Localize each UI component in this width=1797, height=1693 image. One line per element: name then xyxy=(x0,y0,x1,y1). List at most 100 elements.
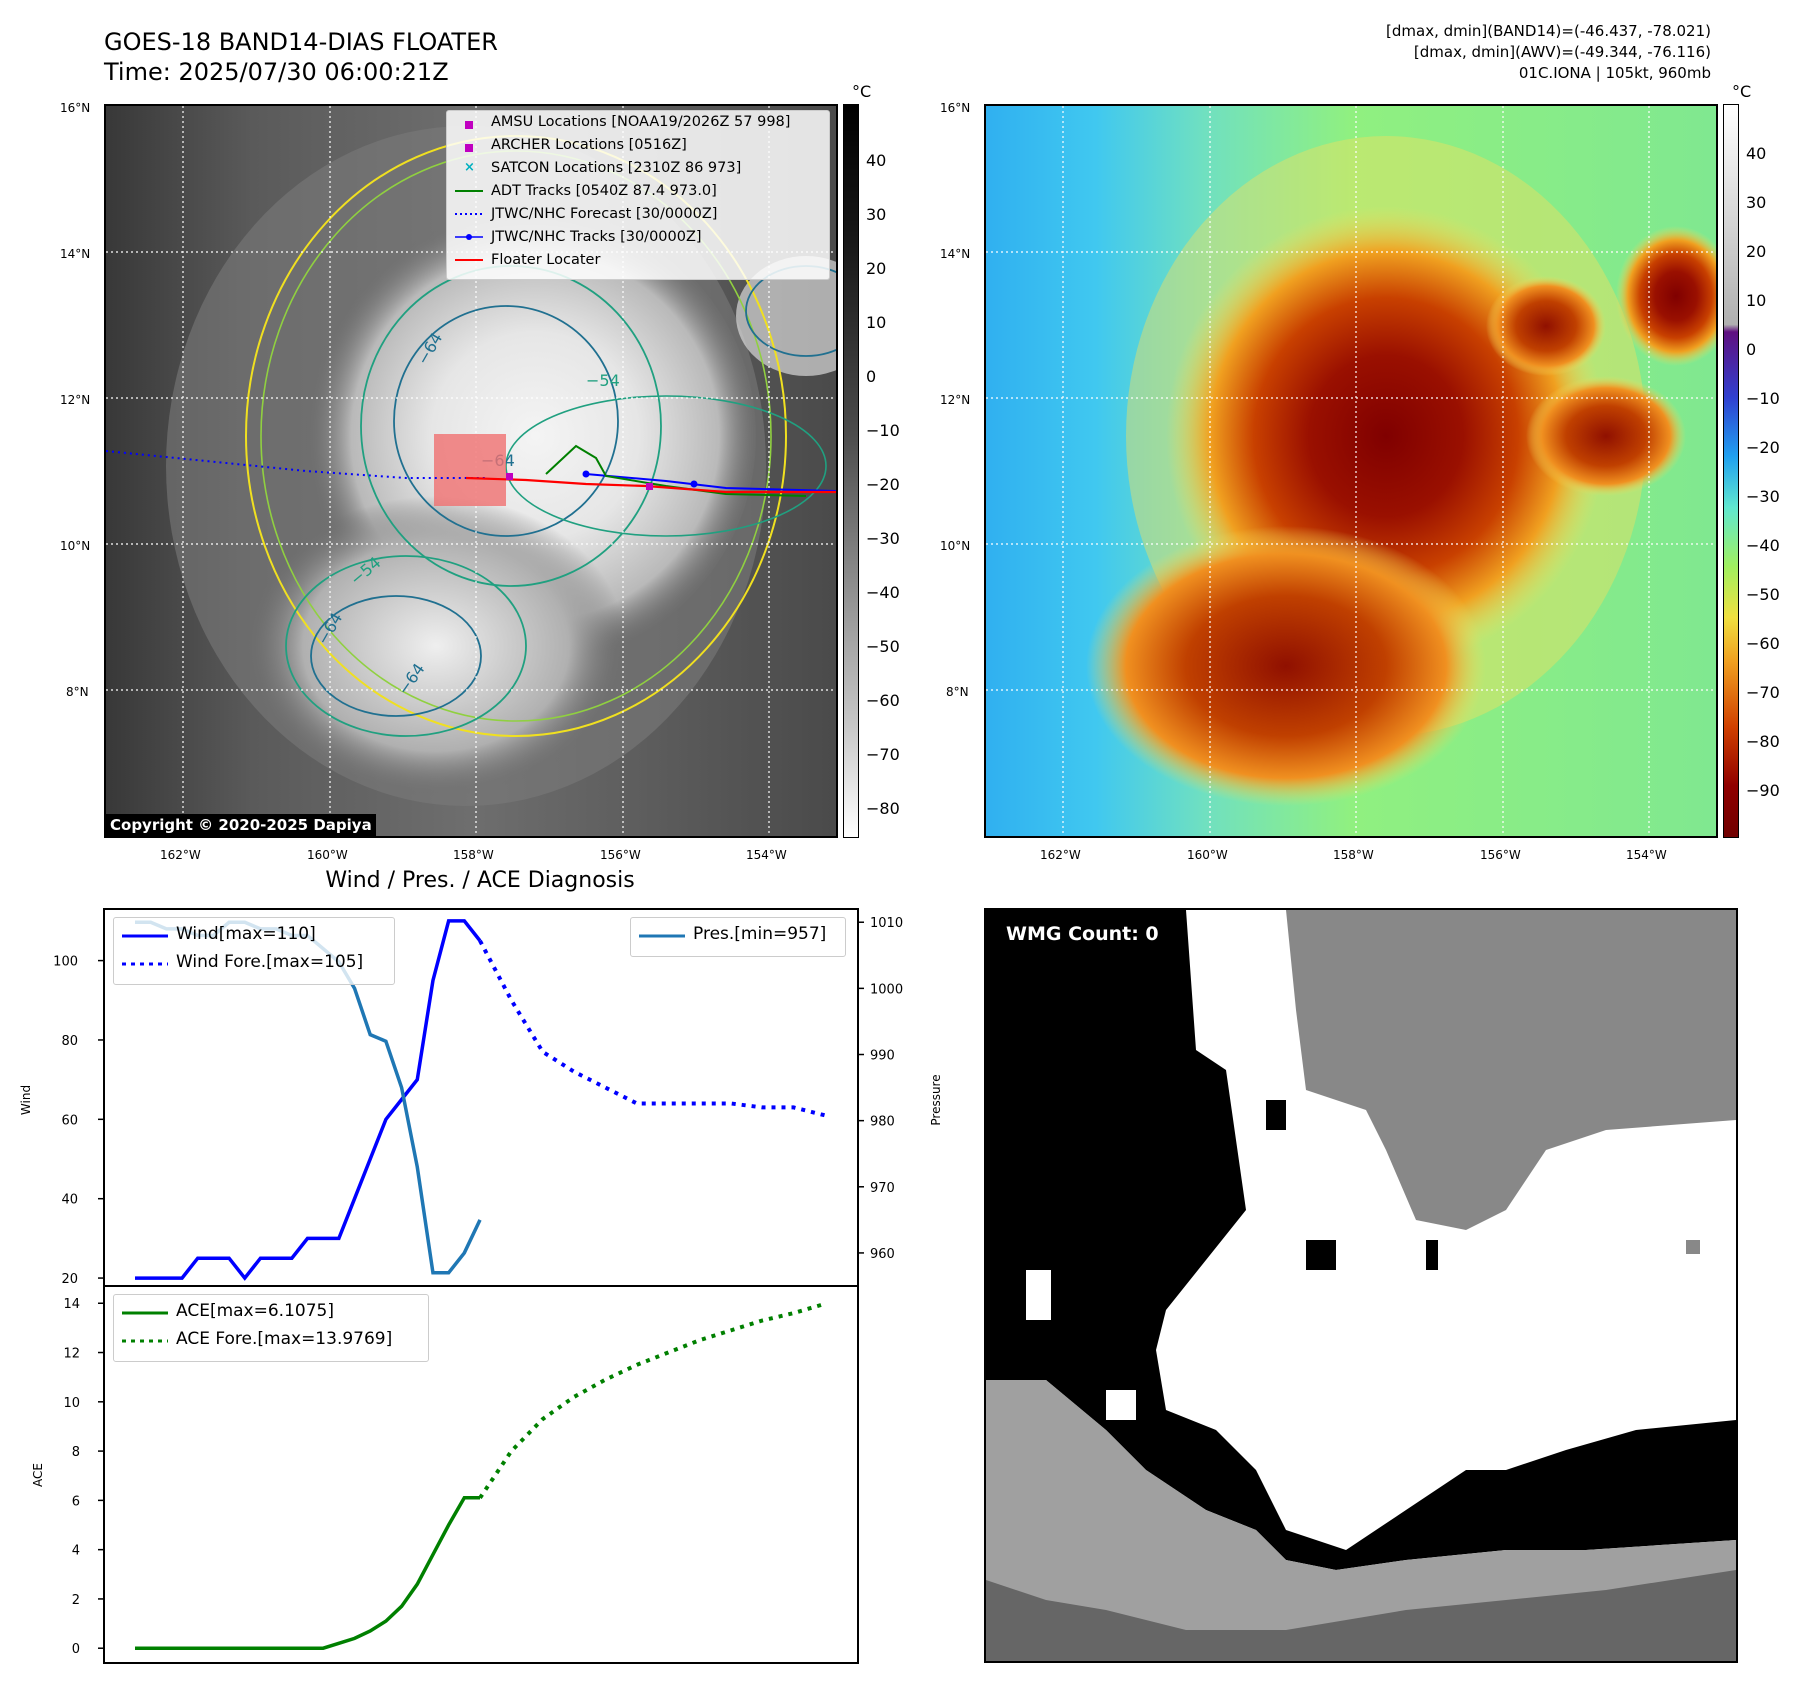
pres-ytick-label: 980 xyxy=(870,1115,895,1130)
wind-ytick-label: 60 xyxy=(61,1113,78,1128)
lat-label: 12°N xyxy=(60,393,91,407)
ace-ytick-label: 2 xyxy=(72,1593,80,1608)
pressure-ylabel: Pressure xyxy=(929,1074,943,1125)
lat-label: 10°N xyxy=(60,539,91,553)
lon-label: 160°W xyxy=(1187,848,1228,862)
floater-box xyxy=(434,434,506,506)
cb-tick: −40 xyxy=(866,583,900,602)
ace-ytick-label: 14 xyxy=(63,1297,80,1312)
contour-label: −54 xyxy=(586,371,620,390)
cb-tick: −10 xyxy=(866,421,900,440)
lon-label: 156°W xyxy=(600,848,641,862)
wmg-black-region xyxy=(986,910,1736,1570)
cb-tick: −80 xyxy=(866,799,900,818)
stats-awv: [dmax, dmin](AWV)=(-49.344, -76.116) xyxy=(1413,43,1711,61)
lat-label: 8°N xyxy=(946,685,969,699)
legend-amsu-icon xyxy=(465,121,473,129)
cb-tick: −40 xyxy=(1746,536,1780,555)
ir-map-legend: × AMSU Locations [NOAA19/2026Z 57 998] A… xyxy=(446,110,830,280)
cb-tick: −20 xyxy=(1746,438,1780,457)
ace-legend-icons xyxy=(122,1311,168,1343)
best-track-point xyxy=(690,480,698,488)
legend-ace: ACE[max=6.1075] xyxy=(176,1301,334,1321)
wmg-white-patch xyxy=(1026,1270,1051,1320)
diagnosis-title: Wind / Pres. / ACE Diagnosis xyxy=(325,868,635,893)
lon-label: 158°W xyxy=(453,848,494,862)
cb-tick: 30 xyxy=(866,205,887,224)
lon-label: 154°W xyxy=(1626,848,1667,862)
lat-label: 8°N xyxy=(66,685,89,699)
amsu-marker xyxy=(506,473,513,480)
legend-amsu: AMSU Locations [NOAA19/2026Z 57 998] xyxy=(491,114,791,130)
ace-ytick-label: 10 xyxy=(63,1396,80,1411)
pres-ytick-label: 970 xyxy=(870,1181,895,1196)
archer-marker xyxy=(646,483,653,490)
cb-tick: 10 xyxy=(866,313,887,332)
lon-label: 162°W xyxy=(160,848,201,862)
lat-label: 14°N xyxy=(60,247,91,261)
ir-map-panel: −64 −54 −64 −64 −54 −64 xyxy=(104,104,838,838)
legend-forecast: JTWC/NHC Forecast [30/0000Z] xyxy=(491,206,718,222)
cb-tick: −10 xyxy=(1746,389,1780,408)
wmg-image xyxy=(986,910,1736,1661)
legend-satcon: SATCON Locations [2310Z 86 973] xyxy=(491,160,742,176)
wind-ytick-label: 40 xyxy=(61,1193,78,1208)
awv-colorbar-unit: °C xyxy=(1732,82,1752,101)
best-track-point xyxy=(582,470,590,478)
lat-label: 16°N xyxy=(940,101,971,115)
adt-track xyxy=(545,444,807,497)
pres-ytick-label: 990 xyxy=(870,1049,895,1064)
legend-track-dot xyxy=(466,234,472,240)
diagnosis-chart: 20 40 60 80 100 960 970 980 990 1000 1010 0 2 4 6 8 10 1… xyxy=(19,908,943,1664)
lon-label: 162°W xyxy=(1040,848,1081,862)
lon-label: 160°W xyxy=(307,848,348,862)
wind-ytick-label: 20 xyxy=(61,1272,78,1287)
legend-adt: ADT Tracks [0540Z 87.4 973.0] xyxy=(491,183,717,199)
cb-tick: −70 xyxy=(1746,683,1780,702)
wmg-darkgray-region xyxy=(986,1570,1736,1661)
cb-tick: 10 xyxy=(1746,291,1767,310)
wmg-panel: WMG Count: 0 xyxy=(984,908,1738,1663)
cb-tick: 20 xyxy=(866,259,887,278)
lon-label: 154°W xyxy=(746,848,787,862)
ace-ytick-label: 4 xyxy=(72,1544,80,1559)
cb-tick: −50 xyxy=(866,637,900,656)
wmg-gray-patch xyxy=(1686,1240,1700,1254)
wind-line xyxy=(135,919,482,1281)
lon-label: 156°W xyxy=(1480,848,1521,862)
cb-tick: 0 xyxy=(1746,340,1757,359)
legend-pres: Pres.[min=957] xyxy=(693,924,827,944)
floater-track xyxy=(465,476,836,494)
awv-map-panel xyxy=(984,104,1718,838)
legend-tracks: JTWC/NHC Tracks [30/0000Z] xyxy=(491,229,702,245)
wmg-black-patch xyxy=(1266,1100,1286,1130)
cb-tick: −60 xyxy=(866,691,900,710)
cb-tick: 30 xyxy=(1746,193,1767,212)
legend-satcon-icon: × xyxy=(464,160,475,175)
cb-tick: −60 xyxy=(1746,634,1780,653)
cb-tick: 0 xyxy=(866,367,877,386)
ace-legend: ACE[max=6.1075] ACE Fore.[max=13.9769] xyxy=(113,1294,429,1362)
ace-marks: 0 2 4 6 8 10 12 14 xyxy=(63,1297,826,1657)
wmg-white-patch xyxy=(1106,1390,1136,1420)
wmg-lightgray-region xyxy=(986,1380,1736,1661)
legend-ace-fore: ACE Fore.[max=13.9769] xyxy=(176,1329,393,1349)
ir-colorbar-unit: °C xyxy=(852,82,872,101)
legend-archer-icon xyxy=(465,144,473,152)
ace-ytick-label: 8 xyxy=(72,1445,80,1460)
ace-ytick-label: 0 xyxy=(72,1642,80,1657)
cb-tick: −20 xyxy=(866,475,900,494)
copyright-badge: Copyright © 2020-2025 Dapiya xyxy=(106,814,376,836)
wmg-black-patch xyxy=(1306,1240,1336,1270)
wind-ylabel: Wind xyxy=(19,1085,33,1115)
lat-label: 14°N xyxy=(940,247,971,261)
pres-ytick-label: 1010 xyxy=(870,916,903,931)
pres-ytick-label: 960 xyxy=(870,1247,895,1262)
lat-label: 10°N xyxy=(940,539,971,553)
legend-floater: Floater Locater xyxy=(491,252,601,268)
cb-tick: −90 xyxy=(1746,781,1780,800)
wind-legend-icons xyxy=(122,934,168,966)
wmg-black-patch xyxy=(1426,1240,1438,1270)
wind-ytick-label: 80 xyxy=(61,1034,78,1049)
cb-tick: −30 xyxy=(1746,487,1780,506)
